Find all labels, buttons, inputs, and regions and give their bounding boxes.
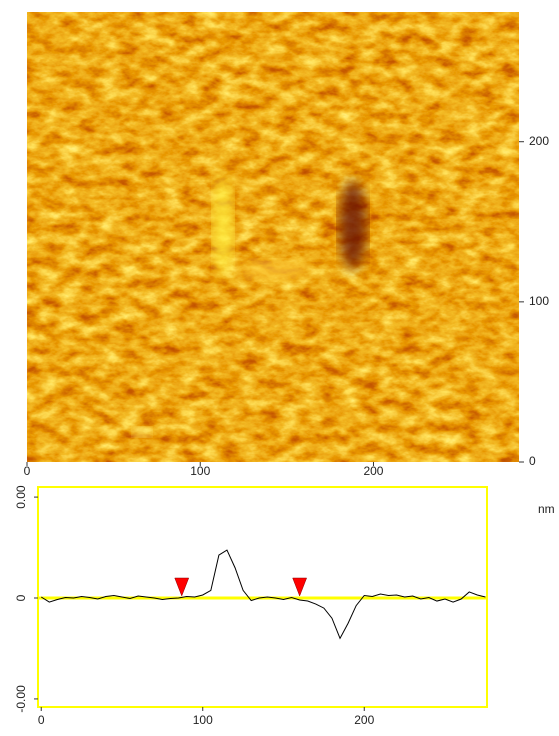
x-tick-label: 0 [38, 713, 45, 727]
cursor-marker [292, 577, 308, 597]
x-tick-label: 200 [363, 464, 383, 478]
bright-feature [240, 260, 310, 280]
unit-label: nm [538, 502, 555, 516]
y-tick-label: 0 [529, 454, 536, 468]
afm-image [27, 12, 519, 462]
afm-texture [27, 12, 519, 462]
cursor-marker [174, 577, 190, 597]
y-tick-label: 100 [529, 294, 549, 308]
bright-feature [213, 175, 233, 275]
y-tick-label: -0.00 [14, 685, 28, 713]
profile-line [40, 549, 486, 640]
x-tick-label: 100 [190, 464, 210, 478]
x-tick-label: 100 [193, 713, 213, 727]
y-tick-label: 200 [529, 134, 549, 148]
y-tick-label: 0.00 [14, 485, 28, 509]
bright-spot [133, 427, 151, 437]
dark-feature [339, 180, 367, 270]
x-tick-label: 0 [24, 464, 31, 478]
y-tick-label: 0 [14, 594, 28, 601]
x-tick-label: 200 [354, 713, 374, 727]
